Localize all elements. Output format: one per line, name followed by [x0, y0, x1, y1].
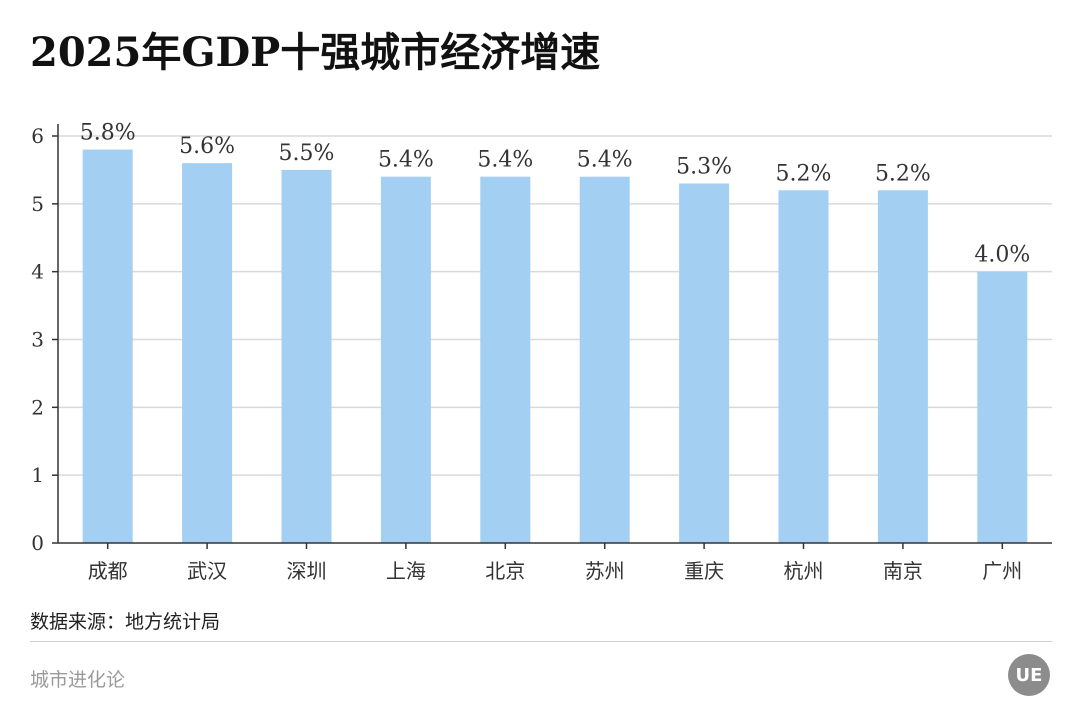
data-label: 5.5%	[279, 141, 335, 166]
data-source: 数据来源：地方统计局	[30, 611, 221, 633]
bar	[281, 169, 332, 543]
x-tick-label: 苏州	[585, 559, 625, 583]
x-tick-label: 成都	[88, 559, 128, 583]
x-tick-label: 深圳	[287, 559, 327, 583]
y-tick-label: 2	[31, 395, 44, 419]
bar	[977, 271, 1028, 543]
data-label: 5.3%	[676, 154, 732, 179]
data-label: 5.2%	[875, 161, 931, 186]
data-label: 4.0%	[974, 243, 1030, 268]
y-tick-label: 4	[31, 260, 44, 284]
footer-divider	[30, 641, 1052, 642]
data-label: 5.4%	[577, 148, 633, 173]
brand-logo-icon: UE	[1008, 654, 1050, 696]
y-tick-label: 3	[31, 328, 44, 352]
data-label: 5.2%	[776, 161, 832, 186]
data-label: 5.4%	[378, 148, 434, 173]
y-tick-label: 6	[31, 124, 44, 148]
data-label: 5.8%	[80, 121, 136, 146]
brand-name: 城市进化论	[30, 669, 126, 691]
data-label: 5.4%	[477, 148, 533, 173]
x-tick-label: 上海	[386, 559, 426, 583]
bar	[182, 163, 233, 543]
data-label: 5.6%	[179, 134, 235, 159]
bar	[480, 176, 531, 543]
x-tick-label: 北京	[485, 559, 525, 583]
y-tick-label: 5	[31, 192, 44, 216]
x-tick-label: 武汉	[187, 559, 227, 583]
bar	[778, 190, 829, 543]
x-tick-label: 杭州	[784, 559, 824, 583]
x-tick-label: 南京	[883, 559, 923, 583]
x-tick-label: 广州	[982, 559, 1022, 583]
bar	[877, 190, 928, 543]
bar	[82, 149, 133, 544]
chart-title: 2025年GDP十强城市经济增速	[30, 29, 601, 76]
y-tick-label: 1	[31, 463, 44, 487]
y-tick-label: 0	[31, 531, 44, 555]
x-tick-label: 重庆	[684, 559, 724, 583]
bar	[679, 183, 730, 543]
bar	[579, 176, 630, 543]
bar	[380, 176, 431, 543]
